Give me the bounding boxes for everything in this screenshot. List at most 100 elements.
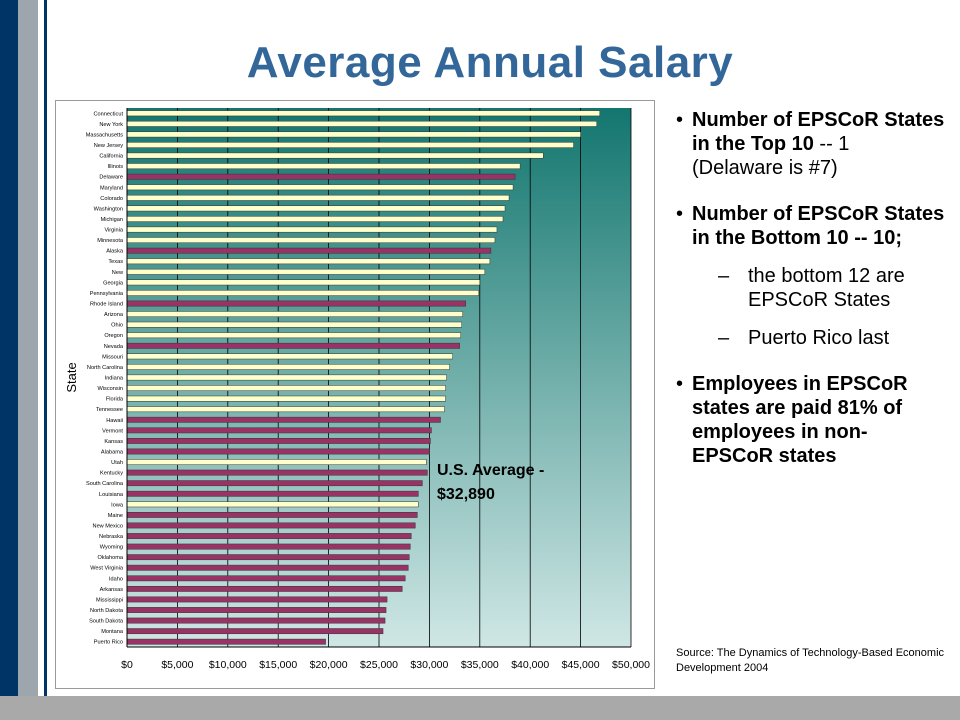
category-label: Arizona (104, 312, 124, 318)
category-label: Texas (108, 259, 123, 265)
bar (126, 152, 544, 159)
category-label: Nebraska (99, 534, 124, 540)
bar (126, 575, 406, 582)
bottom-bar (0, 696, 960, 720)
slide-title: Average Annual Salary (246, 38, 734, 87)
category-label: Maryland (100, 185, 123, 191)
bar (126, 237, 496, 243)
x-tick-label: $25,000 (360, 659, 398, 671)
category-label: Colorado (100, 196, 123, 202)
bar (126, 374, 447, 381)
left-gray-band (18, 0, 38, 720)
category-label: Pennsylvania (90, 291, 124, 297)
source-text: The Dynamics of Technology-Based Economi… (676, 647, 945, 674)
bar (126, 543, 411, 550)
left-accent-line (44, 0, 47, 720)
category-label: Minnesota (97, 238, 124, 244)
bullet-list: Number of EPSCoR States in the Top 10 --… (676, 108, 946, 490)
chart-frame: Connecticut New York Massachusetts New Jers… (55, 100, 655, 689)
category-label: South Carolina (86, 481, 124, 487)
category-label: Vermont (102, 428, 123, 434)
category-label: Georgia (103, 280, 124, 286)
bar (126, 395, 446, 402)
category-label: Kansas (104, 439, 123, 445)
category-label: Florida (106, 397, 124, 403)
bar (126, 342, 460, 349)
bullet-employees-bold: Employees in EPSCoR states are paid 81% … (692, 373, 908, 467)
category-label: Rhode Island (90, 302, 123, 308)
bar (126, 522, 416, 529)
x-tick-label: $45,000 (562, 659, 600, 671)
bar (126, 290, 480, 296)
bullet-bottom10: Number of EPSCoR States in the Bottom 10… (676, 202, 946, 350)
bar (126, 216, 504, 222)
x-tick-label: $50,000 (612, 659, 650, 671)
category-label: Montana (101, 629, 124, 635)
bar (126, 617, 386, 624)
bar (126, 353, 453, 360)
bar (126, 554, 410, 561)
category-label: Alabama (101, 449, 124, 455)
category-label: Maine (108, 513, 123, 519)
bar (126, 184, 514, 191)
category-label: Oregon (104, 333, 123, 339)
y-axis-title: State (64, 362, 79, 392)
category-label: New York (99, 122, 123, 128)
category-label: Puerto Rico (94, 640, 123, 646)
category-label: Michigan (101, 217, 123, 223)
category-label: Iowa (111, 502, 124, 508)
bar (126, 120, 597, 127)
subbullet-puerto-rico: Puerto Rico last (692, 326, 946, 350)
x-tick-label: $35,000 (461, 659, 499, 671)
bar (126, 480, 423, 487)
category-label: South Dakota (89, 619, 124, 625)
bar (126, 459, 427, 465)
bar (126, 205, 506, 212)
bullet-bottom10-bold: Number of EPSCoR States in the Bottom 10… (692, 203, 945, 249)
us-average-annotation: U.S. Average - $32,890 (437, 462, 545, 503)
bar (126, 628, 384, 635)
bar (126, 163, 521, 170)
bar (126, 501, 419, 508)
bar (126, 142, 574, 148)
bar (126, 131, 581, 138)
category-label: Missouri (102, 354, 123, 360)
bar (126, 258, 491, 265)
category-label: North Dakota (90, 608, 124, 614)
bar (126, 311, 463, 317)
category-label: Delaware (99, 175, 123, 181)
category-label: Arkansas (100, 587, 124, 593)
category-label: North Carolina (87, 365, 124, 371)
category-label: Illinois (107, 164, 123, 170)
x-tick-label: $15,000 (259, 659, 297, 671)
category-label: Idaho (109, 576, 123, 582)
bar (126, 416, 441, 423)
category-label: Alaska (106, 249, 124, 255)
source-note: Source: The Dynamics of Technology-Based… (676, 646, 946, 676)
bar (126, 268, 486, 275)
bar (126, 364, 450, 370)
bar (126, 638, 326, 645)
category-label: Oklahoma (98, 555, 124, 561)
x-tick-label: $30,000 (410, 659, 448, 671)
subbullet-bottom12: the bottom 12 are EPSCoR States (692, 264, 946, 312)
bar (126, 533, 412, 539)
category-label: New Mexico (93, 523, 123, 529)
salary-bar-chart: Connecticut New York Massachusetts New Jers… (64, 108, 650, 671)
bullet-employees-paid: Employees in EPSCoR states are paid 81% … (676, 372, 946, 468)
bar (126, 490, 419, 497)
left-navy-band (0, 0, 18, 720)
category-label: New (112, 270, 124, 276)
x-tick-label: $10,000 (209, 659, 247, 671)
category-label: Massachusetts (86, 132, 124, 138)
bar (126, 332, 461, 339)
category-label: Kentucky (100, 471, 123, 477)
category-label: Hawaii (106, 418, 123, 424)
category-label: Nevada (104, 344, 124, 350)
category-label: Louisiana (99, 492, 124, 498)
category-label: New Jersey (94, 143, 123, 149)
bar (126, 247, 492, 254)
bar (126, 406, 445, 413)
category-label: Indiana (105, 376, 124, 382)
bar (126, 226, 498, 233)
